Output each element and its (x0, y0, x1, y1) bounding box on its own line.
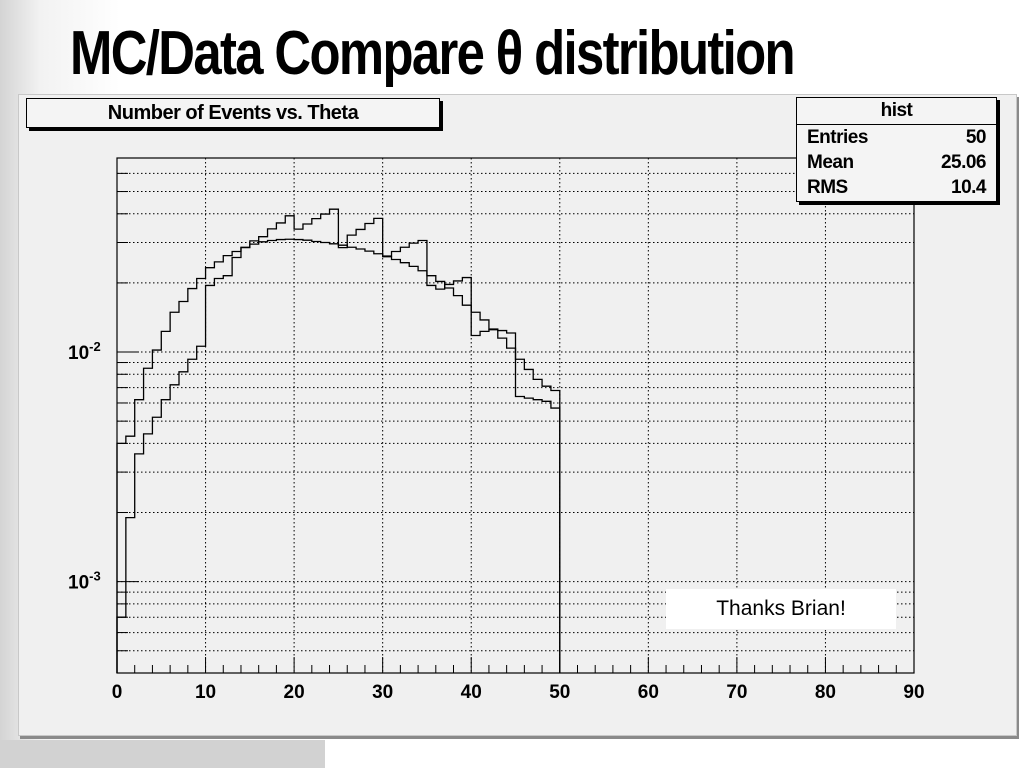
x-tick-label: 20 (284, 682, 305, 703)
stats-row-rms: RMS 10.4 (797, 175, 996, 200)
y-tick-label: 10-3 (68, 569, 101, 594)
stats-row-entries: Entries 50 (797, 125, 996, 150)
plot-frame (116, 157, 915, 674)
y-tick-label: 10-2 (68, 339, 101, 364)
histogram-title: Number of Events vs. Theta (26, 98, 440, 128)
annotation-label: Thanks Brian! (666, 589, 896, 629)
bottom-strip (0, 740, 325, 768)
series-layer (116, 208, 561, 673)
x-tick-label: 40 (461, 682, 482, 703)
x-tick-label: 30 (372, 682, 393, 703)
stats-box: hist Entries 50 Mean 25.06 RMS 10.4 (796, 97, 997, 202)
stats-label: Mean (807, 152, 854, 173)
x-tick-label: 80 (815, 682, 836, 703)
stats-value: 50 (965, 127, 987, 148)
stats-label: RMS (807, 177, 848, 198)
x-tick-label: 90 (903, 682, 924, 703)
x-tick-label: 0 (112, 682, 123, 703)
histogram-series-2 (116, 208, 561, 673)
page-title: MC/Data Compare θ distribution (70, 19, 796, 88)
x-tick-label: 50 (549, 682, 570, 703)
x-tick-label: 60 (638, 682, 659, 703)
stats-row-mean: Mean 25.06 (797, 150, 996, 175)
stats-value: 25.06 (940, 152, 987, 173)
x-axis: 0 10 20 30 40 50 60 70 80 90 (112, 657, 925, 703)
x-tick-label: 10 (195, 682, 216, 703)
y-axis: 10-2 10-3 (68, 157, 139, 674)
stats-label: Entries (807, 127, 868, 148)
stats-value: 10.4 (951, 177, 986, 198)
x-tick-label: 70 (726, 682, 747, 703)
plot-frame-border (116, 157, 915, 674)
stats-name: hist (797, 98, 996, 125)
